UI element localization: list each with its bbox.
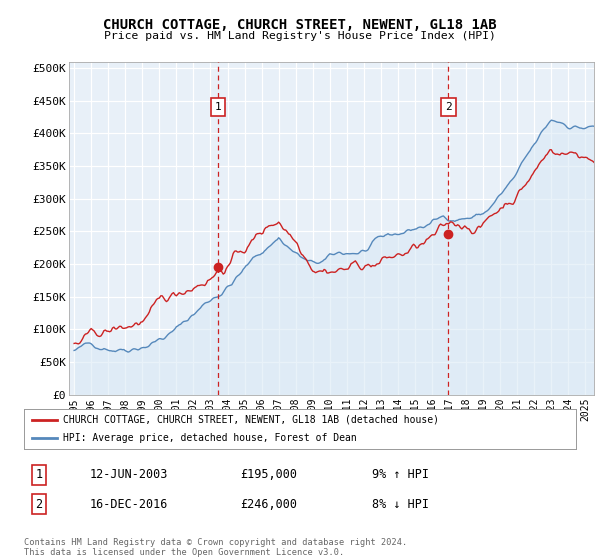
Text: 12-JUN-2003: 12-JUN-2003	[90, 468, 169, 482]
Text: Contains HM Land Registry data © Crown copyright and database right 2024.
This d: Contains HM Land Registry data © Crown c…	[24, 538, 407, 557]
Text: HPI: Average price, detached house, Forest of Dean: HPI: Average price, detached house, Fore…	[62, 433, 356, 443]
Text: £195,000: £195,000	[240, 468, 297, 482]
Text: 1: 1	[35, 468, 43, 482]
Text: CHURCH COTTAGE, CHURCH STREET, NEWENT, GL18 1AB (detached house): CHURCH COTTAGE, CHURCH STREET, NEWENT, G…	[62, 415, 439, 424]
Text: 9% ↑ HPI: 9% ↑ HPI	[372, 468, 429, 482]
Text: 16-DEC-2016: 16-DEC-2016	[90, 497, 169, 511]
Text: 2: 2	[445, 102, 452, 113]
Text: 8% ↓ HPI: 8% ↓ HPI	[372, 497, 429, 511]
Text: £246,000: £246,000	[240, 497, 297, 511]
Text: Price paid vs. HM Land Registry's House Price Index (HPI): Price paid vs. HM Land Registry's House …	[104, 31, 496, 41]
Text: 1: 1	[215, 102, 221, 113]
Text: CHURCH COTTAGE, CHURCH STREET, NEWENT, GL18 1AB: CHURCH COTTAGE, CHURCH STREET, NEWENT, G…	[103, 18, 497, 32]
Text: 2: 2	[35, 497, 43, 511]
